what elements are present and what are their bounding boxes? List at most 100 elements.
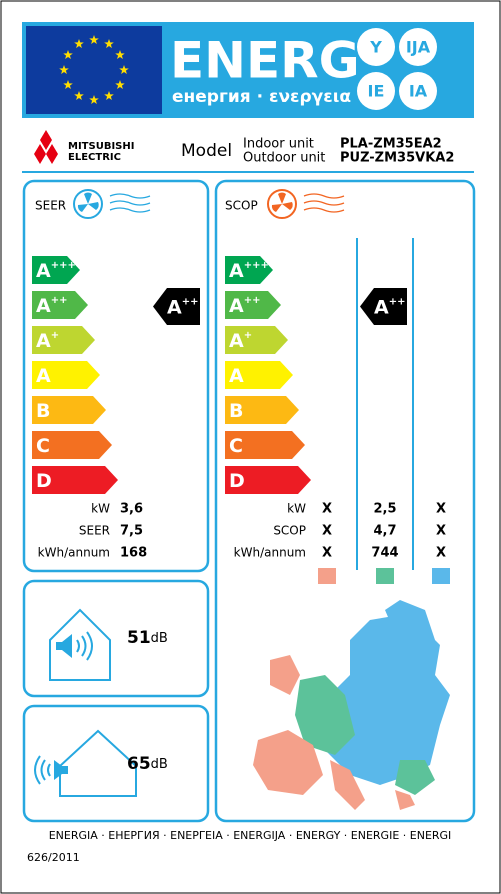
badges: Y IJA IE IA: [357, 28, 437, 110]
row-label: kW: [91, 502, 110, 516]
row-value: 4,7: [373, 524, 396, 539]
class-sup: +: [244, 330, 252, 341]
star: [74, 39, 84, 49]
class-sup: ++: [244, 295, 261, 306]
badge-label: IA: [409, 82, 428, 101]
scop-label: SCOP: [225, 199, 258, 213]
class-letter: A: [36, 295, 51, 317]
badge: [357, 72, 395, 110]
class-label: A+: [229, 330, 252, 352]
class-letter: A: [36, 260, 51, 282]
star: [63, 80, 73, 89]
indoor-model: PLA-ZM35EA2: [340, 137, 442, 152]
outdoor-model: PUZ-ZM35VKA2: [340, 151, 454, 166]
class-arrow: [32, 361, 100, 389]
class-label: A++: [167, 296, 198, 318]
seer-label: SEER: [35, 199, 66, 213]
class-letter: A: [36, 330, 51, 352]
class-letter: A: [229, 295, 244, 317]
brand-name: ELECTRIC: [68, 152, 121, 163]
star: [89, 95, 99, 104]
europe-map: [253, 600, 450, 810]
header-subtitle: енергия · ενεργεια: [172, 87, 351, 107]
class-label: A: [36, 365, 51, 387]
class-sup: +: [51, 330, 59, 341]
class-letter: B: [229, 400, 243, 422]
eu-stars: [59, 35, 129, 104]
seer-panel: [22, 179, 210, 573]
class-arrow: [32, 326, 95, 354]
row-label: kWh/annum: [234, 546, 306, 560]
class-label: A+++: [229, 260, 269, 282]
row-value: X: [322, 524, 332, 539]
class-arrow: [32, 256, 80, 284]
class-letter: A: [167, 296, 182, 318]
class-letter: A: [229, 365, 244, 387]
zone-swatch: [376, 568, 394, 584]
class-letter: C: [36, 435, 50, 457]
class-arrow: [225, 256, 273, 284]
outdoor-label: Outdoor unit: [243, 151, 325, 166]
class-arrow: [32, 466, 118, 494]
footer-languages: ENERGIA · ЕНЕРГИЯ · ΕΝΕΡΓΕΙΑ · ENERGIJA …: [49, 829, 452, 842]
model-label: Model: [181, 141, 232, 161]
star: [63, 50, 73, 59]
header-title: ENERG: [170, 32, 360, 90]
class-letter: D: [229, 470, 245, 492]
class-arrow: [225, 466, 311, 494]
noise-unit: dB: [151, 757, 168, 772]
row-value: 7,5: [120, 524, 143, 539]
row-value: X: [436, 502, 446, 517]
class-sup: ++: [182, 297, 199, 308]
row-value: 744: [371, 546, 398, 561]
class-label: A++: [36, 295, 67, 317]
indoor-noise-icon: [49, 608, 111, 681]
zone-swatch: [432, 568, 450, 584]
brand-logo: [34, 130, 58, 164]
class-arrow: [32, 431, 112, 459]
class-arrow: [225, 431, 305, 459]
class-label: D: [36, 470, 52, 492]
badge-label: IJA: [406, 38, 431, 57]
star: [104, 91, 114, 100]
outdoor-noise-icon: [34, 729, 137, 797]
row-label: SCOP: [273, 524, 306, 538]
star: [74, 91, 84, 100]
class-label: A: [229, 365, 244, 387]
class-arrow: [225, 291, 281, 319]
class-label: A+++: [36, 260, 76, 282]
class-letter: B: [36, 400, 50, 422]
class-label: A++: [374, 296, 405, 318]
brand-name: MITSUBISHI: [68, 141, 134, 152]
class-arrow: [225, 326, 288, 354]
row-value: X: [436, 524, 446, 539]
class-sup: +++: [244, 260, 269, 271]
row-value: X: [436, 546, 446, 561]
rating-arrow: [360, 288, 407, 325]
star: [89, 35, 99, 44]
scop-panel: [214, 179, 476, 823]
class-letter: C: [229, 435, 243, 457]
regulation: 626/2011: [27, 851, 80, 864]
badge-label: Y: [369, 38, 382, 57]
outdoor-noise-panel: [22, 704, 210, 823]
class-letter: A: [229, 260, 244, 282]
heat-fan-icon: [267, 189, 345, 219]
star: [115, 50, 125, 59]
class-label: C: [36, 435, 50, 457]
noise-value: 65dB: [127, 754, 168, 774]
badge: [357, 28, 395, 66]
zone-swatch: [318, 568, 336, 584]
class-letter: D: [36, 470, 52, 492]
star: [115, 80, 125, 89]
noise-unit: dB: [151, 631, 168, 646]
star: [104, 39, 114, 49]
class-sup: ++: [389, 297, 406, 308]
class-label: C: [229, 435, 243, 457]
row-label: kW: [287, 502, 306, 516]
badge: [399, 72, 437, 110]
class-sup: ++: [51, 295, 68, 306]
rating-arrow: [153, 288, 200, 325]
indoor-noise-panel: [22, 579, 210, 698]
